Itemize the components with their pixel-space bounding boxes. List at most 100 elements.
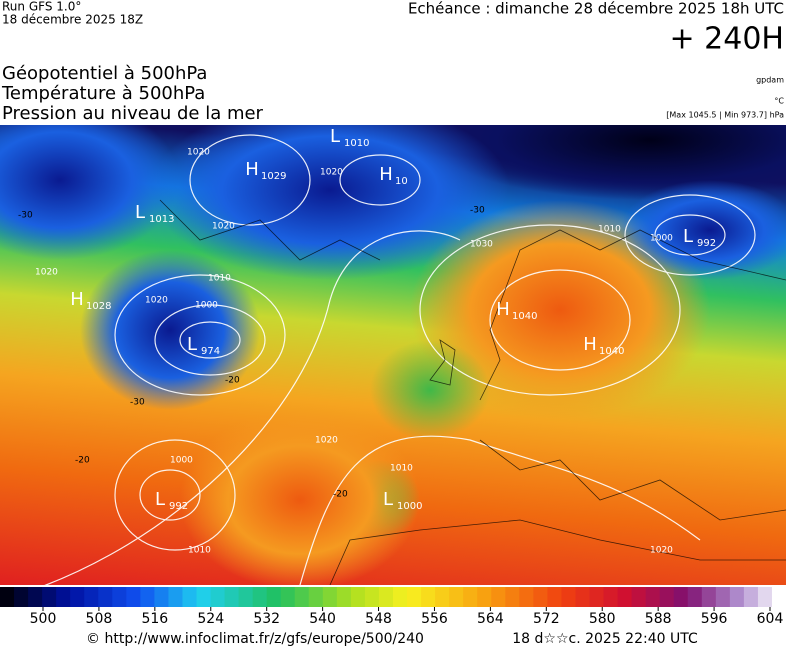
colorbar-swatch [196,587,212,607]
colorbar-swatch [84,587,99,607]
isobar-label: 1000 [170,456,193,466]
colorbar-tick-label: 580 [589,611,616,627]
pressure-center-symbol: L [683,226,693,247]
colorbar-swatch [56,587,71,607]
colorbar-swatch [140,587,155,607]
colorbar-swatch [687,587,703,607]
temperature-label: -30 [130,398,145,408]
lead-time: + 240H [670,22,785,57]
colorbar-swatch [575,587,590,607]
colorbar-swatch [631,587,647,607]
colorbar-swatch [771,587,786,607]
colorbar-swatch [617,587,633,607]
footer-timestamp: 18 d☆☆c. 2025 22:40 UTC [512,631,698,647]
isobar-label: 1020 [145,296,168,306]
colorbar-swatch [322,587,338,607]
colorbar-swatch [715,587,731,607]
colorbar-swatch [154,587,169,607]
colorbar-tick-label: 588 [645,611,672,627]
colorbar-swatch [112,587,127,607]
colorbar-tick-label: 556 [421,611,448,627]
pressure-center-value: 1013 [149,214,174,225]
colorbar-swatch [14,587,29,607]
colorbar-swatch [519,587,534,607]
run-date: 18 décembre 2025 18Z [2,13,143,27]
pressure-center-value: 1029 [261,171,286,182]
pressure-center-symbol: L [330,126,340,147]
isobar-label: 1020 [315,436,338,446]
pressure-center-value: 992 [697,238,716,249]
colorbar-swatch [463,587,478,607]
pressure-center-symbol: L [135,202,145,223]
echeance: Echéance : dimanche 28 décembre 2025 18h… [408,0,784,18]
colorbar-swatch [336,587,352,607]
colorbar-swatch [561,587,576,607]
colorbar-swatch [659,587,675,607]
isobar-label: 1010 [598,225,621,235]
pressure-center-symbol: H [583,334,597,355]
pressure-center-value: 992 [169,501,188,512]
colorbar-swatch [449,587,464,607]
title: Température à 500hPa [1,83,205,104]
colorbar-swatch [589,587,605,607]
colorbar-swatch [435,587,450,607]
colorbar-tick-label: 596 [701,611,728,627]
pressure-center-symbol: H [379,164,393,185]
pressure-center-symbol: H [496,299,510,320]
colorbar-swatch [603,587,619,607]
isobar-label: 1020 [212,222,235,232]
unit: [Max 1045.5 | Min 973.7] hPa [666,111,784,120]
colorbar-swatch [0,587,15,607]
colorbar-swatch [168,587,183,607]
colorbar-swatch [645,587,661,607]
isobar-label: 1020 [320,168,343,178]
temperature-label: -30 [18,211,33,221]
colorbar-swatch [477,587,492,607]
colorbar-swatch [393,587,408,607]
colorbar-tick-label: 572 [533,611,560,627]
colorbar-swatch [294,587,310,607]
colorbar-tick-label: 604 [757,611,784,627]
pressure-center-symbol: L [383,489,393,510]
isobar-label: 1010 [188,546,211,556]
isobar-label: 1010 [208,274,231,284]
footer-source: © http://www.infoclimat.fr/z/gfs/europe/… [86,631,424,647]
colorbar-swatch [350,587,366,607]
isobar-label: 1000 [650,234,673,244]
colorbar-tick-label: 548 [365,611,392,627]
colorbar-swatch [491,587,506,607]
isobar-label: 1010 [390,464,413,474]
temperature-label: -20 [333,490,348,500]
colorbar-tick-label: 508 [86,611,113,627]
temperature-label: -30 [470,206,485,216]
colorbar-swatch [421,587,436,607]
temperature-label: -20 [225,376,240,386]
pressure-center-symbol: L [155,489,165,510]
isobar-label: 1000 [195,301,218,311]
pressure-center-value: 10 [395,176,408,187]
isobar-label: 1020 [650,546,673,556]
unit: °C [774,97,784,106]
title: Géopotentiel à 500hPa [2,63,207,84]
pressure-center-value: 1040 [512,311,537,322]
colorbar-swatch [673,587,689,607]
pressure-center-symbol: H [245,159,259,180]
colorbar: 500 508 516 524 532 540 548 556 564 572 580 588 596 6… [0,587,786,627]
colorbar-swatch [98,587,113,607]
colorbar-tick-label: 540 [309,611,336,627]
colorbar-swatch [70,587,85,607]
pressure-center-value: 1040 [599,346,624,357]
colorbar-tick-label: 532 [253,611,280,627]
colorbar-swatch [266,587,282,607]
colorbar-swatch [182,587,197,607]
run: Run GFS 1.0° [2,0,81,14]
isobar-label: 1030 [470,240,493,250]
title: Pression au niveau de la mer [2,103,264,124]
colorbar-swatch [407,587,422,607]
colorbar-swatch [378,587,394,607]
isobar-label: 1020 [187,148,210,158]
colorbar-swatch [547,587,562,607]
colorbar-swatch [505,587,520,607]
